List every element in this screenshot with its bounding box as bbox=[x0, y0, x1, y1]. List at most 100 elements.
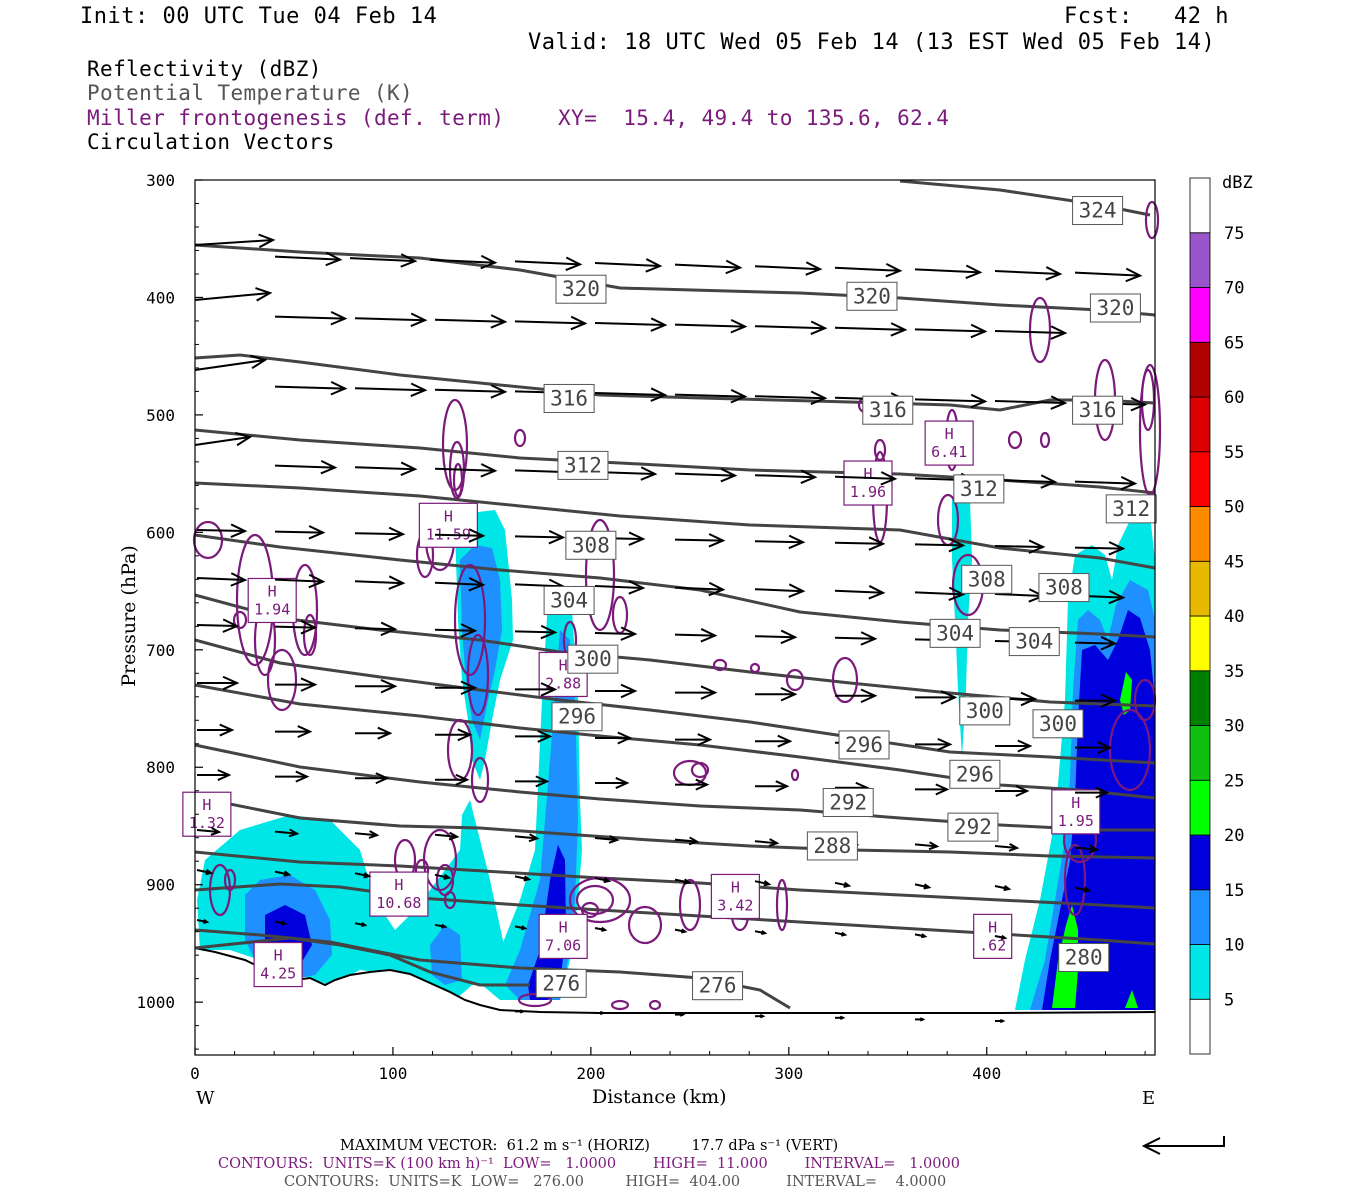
vector-shaft bbox=[594, 632, 636, 635]
vector-shaft bbox=[354, 317, 426, 322]
vector-arrow bbox=[274, 620, 318, 635]
fronto-max-box bbox=[1051, 789, 1101, 835]
vector-head bbox=[788, 534, 806, 550]
y-tick-label: 1000 bbox=[136, 993, 175, 1012]
vector-arrow bbox=[994, 934, 1008, 940]
vector-head bbox=[480, 254, 498, 270]
isentrope-label-box bbox=[555, 274, 607, 304]
vector-arrow bbox=[594, 387, 668, 402]
fronto-max-box bbox=[538, 913, 588, 959]
vector-head bbox=[780, 629, 798, 645]
vector-arrow bbox=[355, 772, 390, 785]
vector-head bbox=[468, 528, 486, 543]
vector-shaft bbox=[834, 636, 876, 640]
vector-shaft bbox=[754, 588, 804, 593]
vector-head bbox=[759, 1014, 766, 1019]
theta-isentropes bbox=[194, 179, 1156, 1010]
fronto-max-label: H bbox=[268, 582, 277, 600]
isentrope-label-box bbox=[838, 730, 890, 760]
vector-head bbox=[1000, 934, 1008, 940]
vector-head bbox=[775, 780, 790, 793]
vector-head bbox=[860, 631, 878, 646]
vector-head bbox=[697, 733, 713, 747]
vector-arrow bbox=[914, 264, 983, 279]
vector-head bbox=[258, 233, 276, 249]
vector-shaft bbox=[354, 532, 404, 536]
vector-arrow bbox=[754, 880, 772, 887]
isentrope-label-box bbox=[929, 618, 981, 648]
west-label: W bbox=[196, 1088, 215, 1109]
fronto-contour-44 bbox=[223, 868, 237, 892]
isentrope-label-box bbox=[949, 759, 1001, 789]
vector-shaft bbox=[354, 387, 426, 392]
vector-shaft bbox=[434, 628, 476, 632]
dbz-region-17 bbox=[1125, 990, 1138, 1008]
vector-shaft bbox=[196, 529, 246, 533]
y-tick-label: 400 bbox=[146, 288, 175, 307]
vector-shaft bbox=[914, 328, 986, 333]
vector-head bbox=[650, 387, 668, 402]
fronto-contour-42 bbox=[232, 610, 248, 630]
vector-head bbox=[519, 1009, 526, 1014]
legend-theta: Potential Temperature (K) bbox=[87, 81, 414, 105]
vector-arrow bbox=[275, 770, 310, 783]
isentrope-8 bbox=[194, 638, 1156, 765]
vector-head bbox=[400, 461, 418, 476]
isentrope-label-box bbox=[806, 831, 858, 861]
vector-arrow bbox=[914, 537, 966, 553]
isentrope-label-box bbox=[961, 564, 1013, 594]
vector-shaft bbox=[994, 270, 1061, 275]
vector-head bbox=[410, 382, 428, 398]
vector-shaft bbox=[434, 581, 484, 586]
vector-head bbox=[708, 581, 726, 597]
colorbar-tick-label: 55 bbox=[1224, 443, 1244, 463]
vector-head bbox=[617, 731, 633, 745]
vector-head bbox=[628, 580, 646, 595]
vector-arrow bbox=[435, 728, 473, 742]
isentrope-label: 276 bbox=[699, 974, 737, 998]
fronto-max-label: H bbox=[202, 796, 211, 814]
vector-head bbox=[210, 827, 222, 836]
vector-head bbox=[700, 685, 718, 700]
vector-arrow bbox=[434, 623, 478, 638]
vector-head bbox=[928, 841, 940, 851]
vector-shaft bbox=[754, 840, 778, 845]
vector-arrow bbox=[674, 878, 692, 885]
vector-shaft bbox=[914, 843, 938, 848]
vector-head bbox=[1120, 475, 1138, 491]
isentrope-label: 320 bbox=[562, 277, 600, 301]
vector-arrow bbox=[994, 842, 1020, 852]
vector-arrow bbox=[355, 726, 393, 740]
fronto-contour-35 bbox=[749, 662, 761, 674]
vector-shaft bbox=[429, 258, 496, 264]
vector-shaft bbox=[994, 479, 1056, 483]
vector-head bbox=[308, 573, 326, 589]
vector-arrow bbox=[197, 675, 240, 691]
vector-head bbox=[219, 723, 235, 737]
vector-head bbox=[1108, 589, 1126, 605]
vector-arrow bbox=[1074, 267, 1143, 283]
vector-arrow bbox=[754, 583, 806, 598]
vector-arrow bbox=[354, 830, 380, 839]
vector-shaft bbox=[274, 464, 336, 469]
vector-head bbox=[923, 883, 932, 890]
vector-head bbox=[1125, 267, 1143, 283]
vector-shaft bbox=[274, 385, 346, 390]
vector-arrow bbox=[674, 467, 738, 483]
isentrope-label-box bbox=[1038, 573, 1090, 603]
vector-head bbox=[730, 389, 748, 404]
dbz-region-7 bbox=[430, 925, 462, 985]
vector-shaft bbox=[674, 323, 746, 328]
vector-arrow bbox=[915, 783, 950, 796]
fronto-contour-32 bbox=[831, 656, 859, 704]
fronto-max-box bbox=[253, 941, 303, 988]
isentrope-label: 320 bbox=[853, 284, 891, 308]
vector-arrow bbox=[594, 876, 612, 884]
vector-shaft bbox=[434, 388, 506, 393]
vector-arrow bbox=[514, 875, 532, 882]
vector-arrow bbox=[1075, 693, 1118, 708]
max-vector-info: MAXIMUM VECTOR: 61.2 m s⁻¹ (HORIZ) 17.7 … bbox=[340, 1138, 839, 1154]
vector-arrow bbox=[354, 575, 406, 590]
vector-head bbox=[679, 1012, 686, 1017]
fronto-max-value: 1.96 bbox=[850, 483, 886, 501]
